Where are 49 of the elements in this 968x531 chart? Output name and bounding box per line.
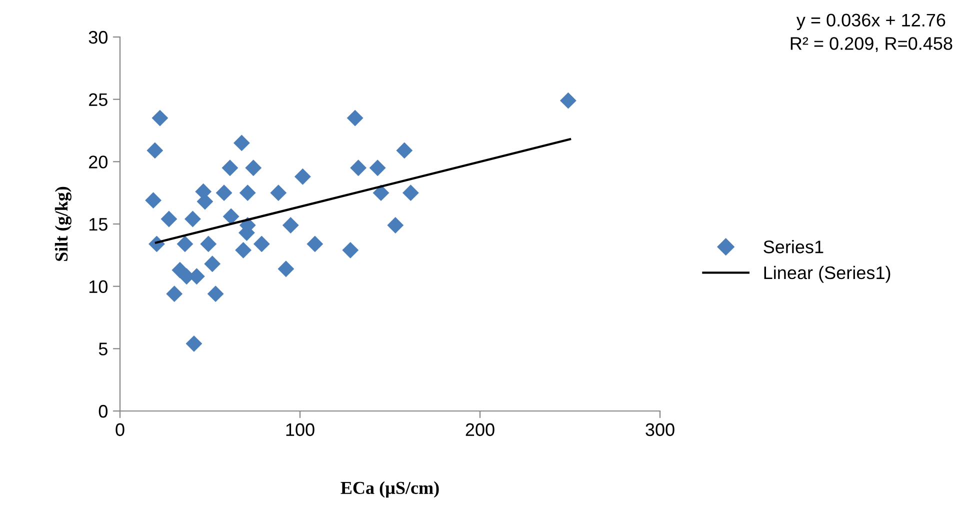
point [396, 142, 413, 159]
x-tick-label: 300 [646, 423, 674, 436]
point [350, 160, 367, 176]
point [253, 236, 270, 252]
point [146, 142, 164, 159]
point [342, 242, 359, 258]
point [245, 160, 262, 176]
y-tick-label: 25 [89, 93, 108, 106]
point [184, 210, 201, 228]
x-tick-label: 0 [116, 423, 124, 436]
y-tick-label: 30 [88, 30, 108, 44]
y-tick-label: 0 [98, 404, 108, 418]
point [402, 184, 419, 202]
point [387, 217, 404, 234]
point [372, 184, 390, 202]
text: y = 0.036x + 12.76 R² = 0.209, R=0.458 [790, 14, 952, 52]
y-axis-title: Silt (g/kg) [54, 186, 72, 261]
point [200, 236, 217, 252]
y-tick-label: 20 [89, 156, 108, 168]
point [346, 110, 364, 126]
point [152, 110, 168, 126]
point [369, 160, 386, 176]
x-tick-label: 100 [286, 423, 314, 436]
y-tick-label: 15 [89, 218, 108, 231]
point [222, 160, 238, 176]
x-tick-label: 200 [466, 423, 494, 436]
point [278, 260, 294, 278]
x-axis-title: ECa (µS/cm) [340, 481, 439, 498]
point [270, 184, 287, 202]
point [235, 242, 252, 258]
point [166, 286, 183, 302]
point [186, 335, 202, 352]
point [145, 192, 162, 209]
point [176, 236, 194, 252]
point [282, 217, 299, 234]
point [560, 92, 576, 109]
point [204, 256, 221, 272]
legend-label: Series1 [764, 240, 824, 254]
point [222, 208, 240, 225]
y-tick-label: 5 [98, 342, 108, 356]
point [216, 184, 232, 202]
y-tick-label: 10 [89, 280, 108, 294]
point [160, 210, 178, 228]
point [306, 236, 324, 252]
legend-label: Linear (Series1) [764, 266, 890, 283]
point [207, 286, 224, 302]
point [294, 168, 311, 185]
point [239, 184, 256, 202]
point [233, 134, 250, 152]
